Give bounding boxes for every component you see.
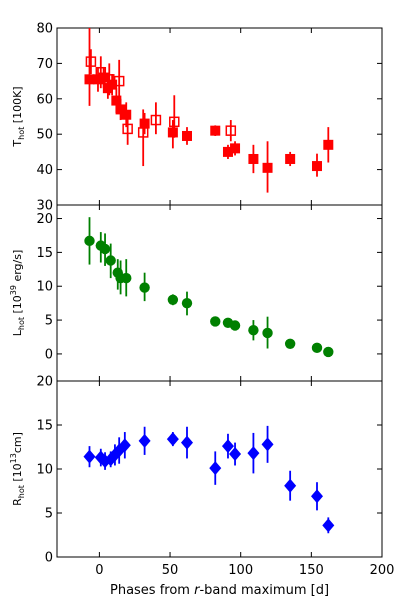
- data-point-open: [95, 67, 107, 78]
- data-point: [322, 518, 335, 533]
- data-point-open: [113, 75, 125, 87]
- y-axis-label-temperature: Thot [100K]: [11, 86, 26, 147]
- data-point: [248, 153, 259, 164]
- data-point: [323, 346, 334, 358]
- y-tick-label: 70: [36, 57, 53, 72]
- panel-luminosity: 0 5 10 15 20 Lhot [1039 erg/s]: [9, 204, 383, 382]
- y-tick-label: 60: [36, 92, 53, 107]
- data-point: [285, 153, 296, 164]
- data-point: [221, 439, 234, 454]
- x-tick-label: 100: [228, 563, 253, 578]
- data-point: [311, 342, 323, 354]
- y-tick-label: 10: [36, 280, 53, 295]
- data-point: [312, 161, 322, 172]
- data-point-open: [85, 56, 97, 67]
- data-point: [210, 316, 221, 327]
- data-point: [230, 143, 241, 154]
- data-point: [99, 243, 111, 255]
- data-point: [138, 433, 151, 448]
- data-point: [139, 118, 150, 129]
- data-point: [248, 325, 259, 336]
- data-point: [115, 104, 126, 115]
- data-point: [323, 139, 334, 150]
- data-point: [229, 320, 241, 331]
- data-point: [182, 130, 192, 141]
- y-tick-label: 30: [36, 199, 53, 214]
- y-tick-label: 20: [36, 212, 53, 227]
- data-point: [118, 438, 131, 453]
- data-point-open: [150, 114, 162, 126]
- data-point: [84, 235, 95, 247]
- y-tick-label: 50: [36, 128, 53, 143]
- axes-frame-luminosity: [56, 204, 383, 382]
- panel-radius: 0 5 10 15 20 Rhot [1013cm] 0 50 100 150 200: [9, 375, 394, 579]
- data-point: [210, 125, 221, 136]
- x-tick-label: 150: [299, 563, 324, 578]
- y-tick-label: 5: [45, 314, 53, 329]
- data-point: [284, 338, 296, 349]
- axes-frame-temperature: [56, 27, 383, 206]
- data-point: [262, 327, 273, 339]
- y-tick-label: 5: [45, 507, 53, 522]
- y-tick-label: 10: [36, 463, 53, 478]
- data-point-open: [225, 125, 237, 136]
- y-tick-label: 80: [36, 22, 53, 37]
- data-point: [222, 146, 233, 157]
- data-point: [84, 74, 95, 85]
- panel-temperature: 30 40 50 60 70 80 Thot [100K]: [11, 22, 383, 214]
- data-point: [181, 297, 193, 309]
- x-tick-label: 50: [162, 563, 179, 578]
- data-point: [83, 449, 96, 464]
- data-point-open: [104, 74, 115, 85]
- data-point: [121, 272, 132, 284]
- x-axis-label: Phases from r-band maximum [d]: [110, 583, 329, 598]
- data-point: [105, 255, 116, 266]
- data-point-open: [137, 127, 149, 138]
- data-point: [181, 435, 193, 450]
- data-point: [167, 294, 179, 305]
- data-point: [111, 95, 122, 106]
- x-tick-label: 0: [95, 563, 103, 578]
- y-axis-label-radius: Rhot [1013cm]: [9, 432, 26, 506]
- y-tick-label: 15: [36, 419, 53, 434]
- data-point: [98, 72, 109, 83]
- data-point: [209, 461, 222, 476]
- data-point: [247, 446, 260, 461]
- data-point: [92, 74, 103, 85]
- data-point: [121, 109, 132, 120]
- data-point: [167, 127, 178, 138]
- y-tick-label: 40: [36, 163, 53, 178]
- data-point: [284, 478, 297, 493]
- y-tick-label: 20: [36, 375, 53, 390]
- data-point: [229, 447, 242, 462]
- data-point: [107, 79, 118, 90]
- y-tick-label: 0: [45, 551, 53, 566]
- y-tick-label: 0: [45, 347, 53, 362]
- data-point-open: [169, 116, 180, 128]
- data-point: [166, 432, 179, 447]
- data-point: [262, 162, 273, 173]
- x-tick-label: 200: [370, 563, 395, 578]
- data-point: [261, 437, 274, 452]
- y-tick-label: 15: [36, 246, 53, 261]
- y-axis-label-luminosity: Lhot [1039 erg/s]: [9, 250, 26, 337]
- data-point-open: [122, 123, 133, 135]
- data-point: [311, 489, 323, 504]
- data-point: [139, 282, 150, 293]
